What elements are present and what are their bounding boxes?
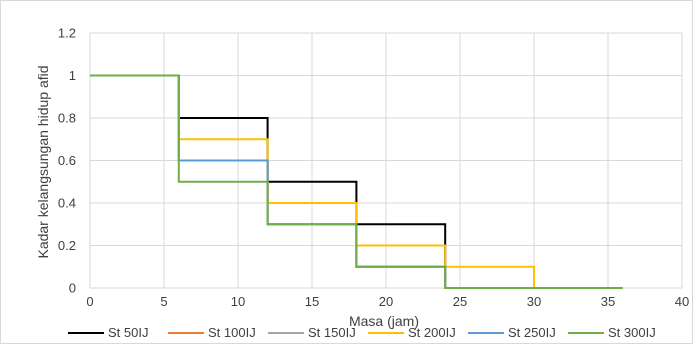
- legend-label: St 200IJ: [408, 325, 456, 340]
- legend-label: St 100IJ: [208, 325, 256, 340]
- y-axis-title: Kadar kelangsungan hidup afid: [35, 65, 51, 258]
- x-tick-label: 5: [160, 294, 167, 309]
- x-tick-label: 40: [675, 294, 689, 309]
- legend-label: St 150IJ: [308, 325, 356, 340]
- x-tick-label: 25: [453, 294, 467, 309]
- y-axis-ticks: 0 0.2 0.4 0.6 0.8 1 1.2: [58, 26, 76, 296]
- x-axis-title: Masa (jam): [349, 313, 419, 329]
- legend: St 50IJ St 100IJ St 150IJ St 200IJ St 250IJ S…: [68, 325, 656, 340]
- x-tick-label: 20: [379, 294, 393, 309]
- x-tick-label: 0: [86, 294, 93, 309]
- series-lines: [90, 74, 623, 289]
- y-tick-label: 1.2: [58, 26, 76, 41]
- x-axis-ticks: 0 5 10 15 20 25 30 35 40: [86, 294, 689, 309]
- x-tick-label: 35: [601, 294, 615, 309]
- y-tick-label: 0: [69, 281, 76, 296]
- gridlines: [89, 32, 683, 289]
- legend-label: St 250IJ: [508, 325, 556, 340]
- y-tick-label: 0.8: [58, 111, 76, 126]
- x-tick-label: 10: [231, 294, 245, 309]
- y-tick-label: 0.4: [58, 196, 76, 211]
- series-line-st-300ij: [90, 74, 623, 289]
- x-tick-label: 15: [305, 294, 319, 309]
- y-tick-label: 0.6: [58, 153, 76, 168]
- y-tick-label: 0.2: [58, 238, 76, 253]
- y-tick-label: 1: [69, 68, 76, 83]
- legend-label: St 50IJ: [108, 325, 148, 340]
- legend-label: St 300IJ: [608, 325, 656, 340]
- x-tick-label: 30: [527, 294, 541, 309]
